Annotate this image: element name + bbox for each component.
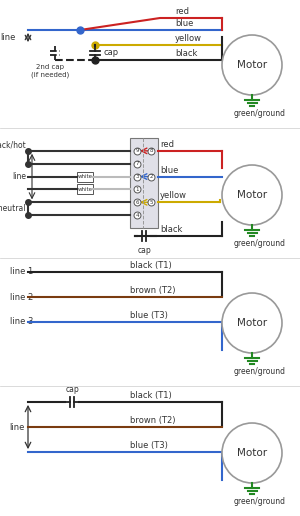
Text: line 1: line 1 [10,267,33,277]
Circle shape [222,423,282,483]
Text: blue (T3): blue (T3) [130,441,168,450]
Text: white: white [77,174,92,179]
FancyBboxPatch shape [130,138,158,228]
Text: line: line [10,423,25,431]
Text: 2nd cap
(if needed): 2nd cap (if needed) [31,64,69,78]
Circle shape [222,165,282,225]
Text: Motor: Motor [237,448,267,458]
Text: cap: cap [137,246,151,255]
Text: black (T1): black (T1) [130,261,172,270]
Text: black: black [160,225,182,234]
FancyBboxPatch shape [77,172,93,182]
Text: white/neutral: white/neutral [0,203,26,212]
Text: black: black [175,49,197,58]
Text: line 2: line 2 [10,293,33,301]
Text: Motor: Motor [237,190,267,200]
Text: 6: 6 [135,200,139,205]
Text: blue: blue [175,19,194,28]
Text: black/hot: black/hot [0,141,26,150]
Text: 3: 3 [135,174,139,179]
Text: line: line [1,33,16,42]
Text: yellow: yellow [160,191,187,200]
Text: line 3: line 3 [10,317,33,327]
Text: line: line [12,172,26,181]
Text: 4: 4 [135,213,139,218]
Text: brown (T2): brown (T2) [130,286,176,295]
Text: 1: 1 [135,187,139,192]
Text: 5: 5 [149,200,153,205]
Circle shape [222,35,282,95]
Text: blue: blue [160,166,178,174]
Text: black (T1): black (T1) [130,391,172,400]
Text: 7: 7 [135,161,139,166]
FancyBboxPatch shape [77,184,93,195]
Text: green/ground: green/ground [234,367,286,376]
Text: brown (T2): brown (T2) [130,416,176,425]
Text: yellow: yellow [175,34,202,43]
Text: 8: 8 [149,149,153,153]
Text: Motor: Motor [237,60,267,70]
Text: white: white [77,187,92,192]
Circle shape [222,293,282,353]
Text: blue (T3): blue (T3) [130,311,168,320]
Text: 2: 2 [149,174,153,179]
Text: green/ground: green/ground [234,239,286,248]
Text: green/ground: green/ground [234,497,286,506]
Text: red: red [160,140,174,149]
Text: cap: cap [103,48,118,57]
Text: Motor: Motor [237,318,267,328]
Text: cap: cap [65,385,79,394]
Text: red: red [175,7,189,16]
Text: green/ground: green/ground [234,109,286,118]
Text: 9: 9 [135,149,139,153]
